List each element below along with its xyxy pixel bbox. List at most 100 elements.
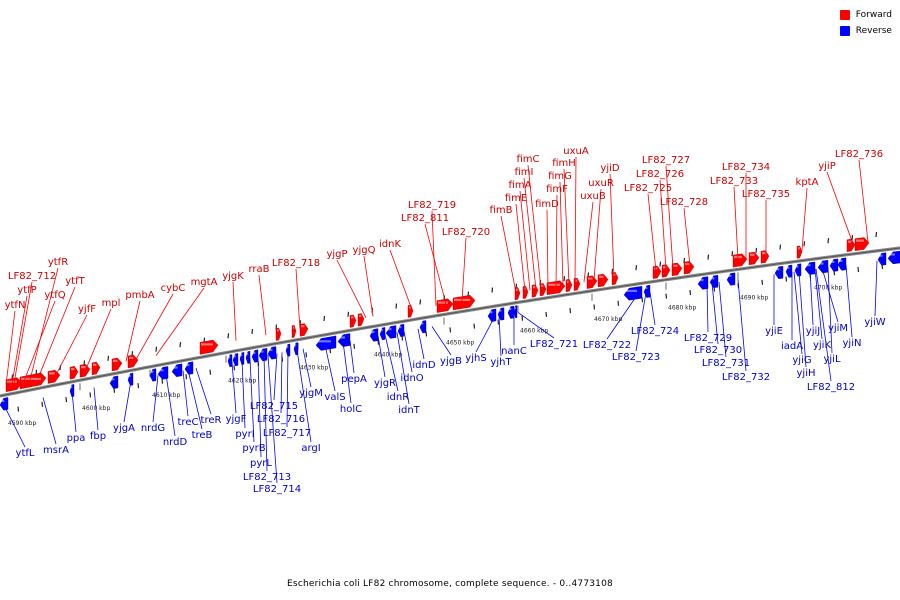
minor-tick xyxy=(233,365,236,371)
forward-feature xyxy=(299,323,309,337)
leader-yjgm xyxy=(302,348,312,388)
gene-label-mgta: mgtA xyxy=(191,277,218,288)
minor-tick xyxy=(449,327,452,333)
reverse-feature xyxy=(817,259,829,274)
leader-msra xyxy=(42,397,57,445)
forward-feature xyxy=(291,325,297,338)
reverse-feature xyxy=(513,305,518,319)
gene-label-kpta: kptA xyxy=(796,177,819,188)
forward-feature xyxy=(539,283,547,297)
leader-idnr xyxy=(384,334,399,392)
gene-label-cybc: cybC xyxy=(161,283,186,294)
minor-tick xyxy=(731,251,734,257)
minor-tick xyxy=(323,315,326,322)
leader-lf82-728 xyxy=(683,207,691,267)
leader-lf82-717 xyxy=(286,351,289,428)
gene-label-trer: treR xyxy=(201,415,222,426)
leader-yjff xyxy=(55,314,88,376)
minor-tick xyxy=(227,333,230,339)
reverse-feature xyxy=(697,276,709,290)
reverse-feature xyxy=(157,366,169,380)
gene-label-ytfr: ytfR xyxy=(48,257,68,268)
minor-tick xyxy=(755,247,758,253)
gene-label-yjik: yjiK xyxy=(813,340,831,351)
minor-tick xyxy=(545,311,548,317)
leader-lf82-723 xyxy=(635,292,647,352)
gene-label-yjih: yjiH xyxy=(797,368,816,379)
scale-tick-label: 4670 kbp xyxy=(594,316,622,323)
forward-feature xyxy=(652,265,662,279)
gene-label-yjgk: yjgK xyxy=(222,271,244,282)
minor-tick xyxy=(89,392,92,398)
minor-tick xyxy=(689,290,692,296)
leader-yjik xyxy=(814,268,823,340)
forward-feature xyxy=(732,253,748,268)
forward-feature xyxy=(846,238,856,252)
reverse-feature xyxy=(887,250,900,265)
leader-lf82-720 xyxy=(461,237,467,302)
minor-tick xyxy=(491,287,494,293)
leader-lf82-736 xyxy=(858,159,869,243)
gene-label-lf82-726: LF82_726 xyxy=(636,169,684,180)
reverse-feature xyxy=(0,397,9,411)
scale-tick-label: 4610 kbp xyxy=(152,392,180,399)
leader-pyrl xyxy=(257,356,262,458)
leader-yjig xyxy=(793,271,803,355)
gene-label-lf82-724: LF82_724 xyxy=(631,326,679,337)
minor-tick xyxy=(635,265,638,271)
reverse-feature xyxy=(829,258,839,272)
gene-label-rrab: rraB xyxy=(248,264,269,275)
forward-feature xyxy=(546,280,566,296)
gene-label-fimc: fimC xyxy=(516,154,539,165)
gene-label-yjgf: yjgF xyxy=(226,414,247,425)
gene-label-yjij: yjiJ xyxy=(806,326,820,337)
forward-feature xyxy=(91,361,101,376)
reverse-feature xyxy=(774,265,784,280)
minor-tick xyxy=(593,304,596,310)
leader-yjht xyxy=(498,315,502,357)
leader-lf82-733 xyxy=(733,186,739,260)
reverse-feature xyxy=(726,272,736,286)
gene-label-lf82-727: LF82_727 xyxy=(642,155,690,166)
reverse-feature xyxy=(507,305,515,319)
leader-lf82-721 xyxy=(517,312,555,339)
gene-label-lf82-733: LF82_733 xyxy=(710,176,758,187)
gene-label-yjhs: yjhS xyxy=(465,353,486,364)
gene-label-pmba: pmbA xyxy=(125,290,154,301)
reverse-feature xyxy=(785,264,793,278)
gene-label-fimd: fimD xyxy=(535,199,559,210)
gene-label-yjig: yjiG xyxy=(792,355,811,366)
gene-label-holc: holC xyxy=(340,404,362,415)
forward-feature xyxy=(854,237,870,251)
minor-tick xyxy=(761,279,764,285)
minor-tick xyxy=(65,397,68,403)
label-leaders xyxy=(3,156,878,484)
forward-feature xyxy=(683,261,695,275)
gene-label-msra: msrA xyxy=(43,445,69,456)
leader-lf82-730 xyxy=(711,283,719,345)
minor-tick xyxy=(155,346,158,352)
gene-label-pyrb: pyrB xyxy=(242,443,265,454)
gene-label-lf82-736: LF82_736 xyxy=(835,149,883,160)
gene-label-lf82-812: LF82_812 xyxy=(807,382,855,393)
chromosome-backbone xyxy=(0,246,900,398)
forward-feature xyxy=(452,294,476,311)
gene-label-vals: valS xyxy=(324,392,345,403)
forward-feature xyxy=(111,357,123,372)
leader-yjhs xyxy=(475,315,496,353)
gene-label-ytfq: ytfQ xyxy=(44,290,65,301)
gene-label-yjgq: yjgQ xyxy=(353,245,376,256)
gene-label-yjgr: yjgR xyxy=(374,378,396,389)
leader-ytfr xyxy=(29,267,59,381)
gene-label-ytfn: ytfN xyxy=(5,300,26,311)
leader-fimh xyxy=(563,168,570,285)
leader-yjij xyxy=(809,269,814,326)
gene-label-yjim: yjiM xyxy=(828,323,848,334)
gene-label-lf82-721: LF82_721 xyxy=(530,339,578,350)
minor-tick xyxy=(395,303,398,309)
gene-label-iada: iadA xyxy=(781,341,803,352)
leader-yjin xyxy=(845,264,853,338)
minor-tick xyxy=(785,276,788,282)
gene-label-trec: treC xyxy=(178,417,199,428)
